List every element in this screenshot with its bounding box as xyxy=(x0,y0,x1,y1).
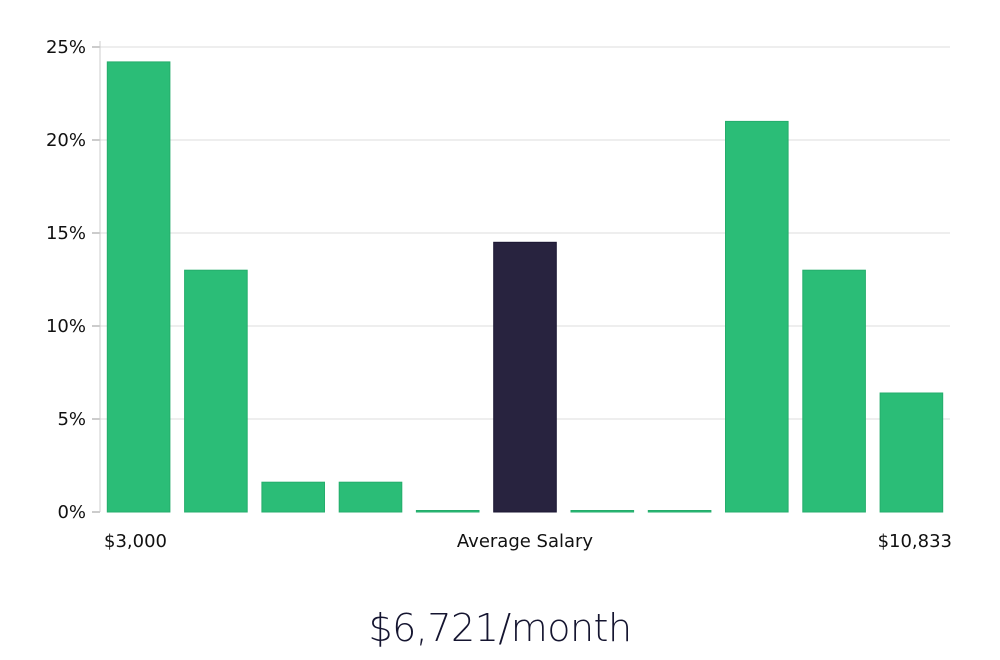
y-tick-label: 20% xyxy=(46,130,86,151)
bar xyxy=(338,481,403,513)
bar xyxy=(879,392,944,513)
bar xyxy=(261,481,325,513)
y-tick-label: 5% xyxy=(57,409,86,430)
bar xyxy=(106,61,171,513)
x-label-min: $3,000 xyxy=(104,531,167,552)
bar xyxy=(570,510,635,513)
y-axis-ticks: 0% 5% 10% 15% 20% 25% xyxy=(46,37,100,523)
x-label-max: $10,833 xyxy=(878,531,952,552)
bar xyxy=(725,120,789,513)
y-tick-label: 0% xyxy=(57,502,86,523)
bar xyxy=(415,510,480,513)
bars xyxy=(106,61,944,513)
bar-average-salary xyxy=(493,241,557,513)
y-tick-label: 15% xyxy=(46,223,86,244)
y-tick-label: 25% xyxy=(46,37,86,58)
bar xyxy=(184,269,248,513)
salary-histogram: 0% 5% 10% 15% 20% 25% $3,000 Average Salary $… xyxy=(46,37,952,552)
x-label-average: Average Salary xyxy=(457,531,594,552)
bar xyxy=(647,510,712,513)
bar xyxy=(802,269,866,513)
y-tick-label: 10% xyxy=(46,316,86,337)
average-salary-value: $6,721/month xyxy=(368,606,632,650)
